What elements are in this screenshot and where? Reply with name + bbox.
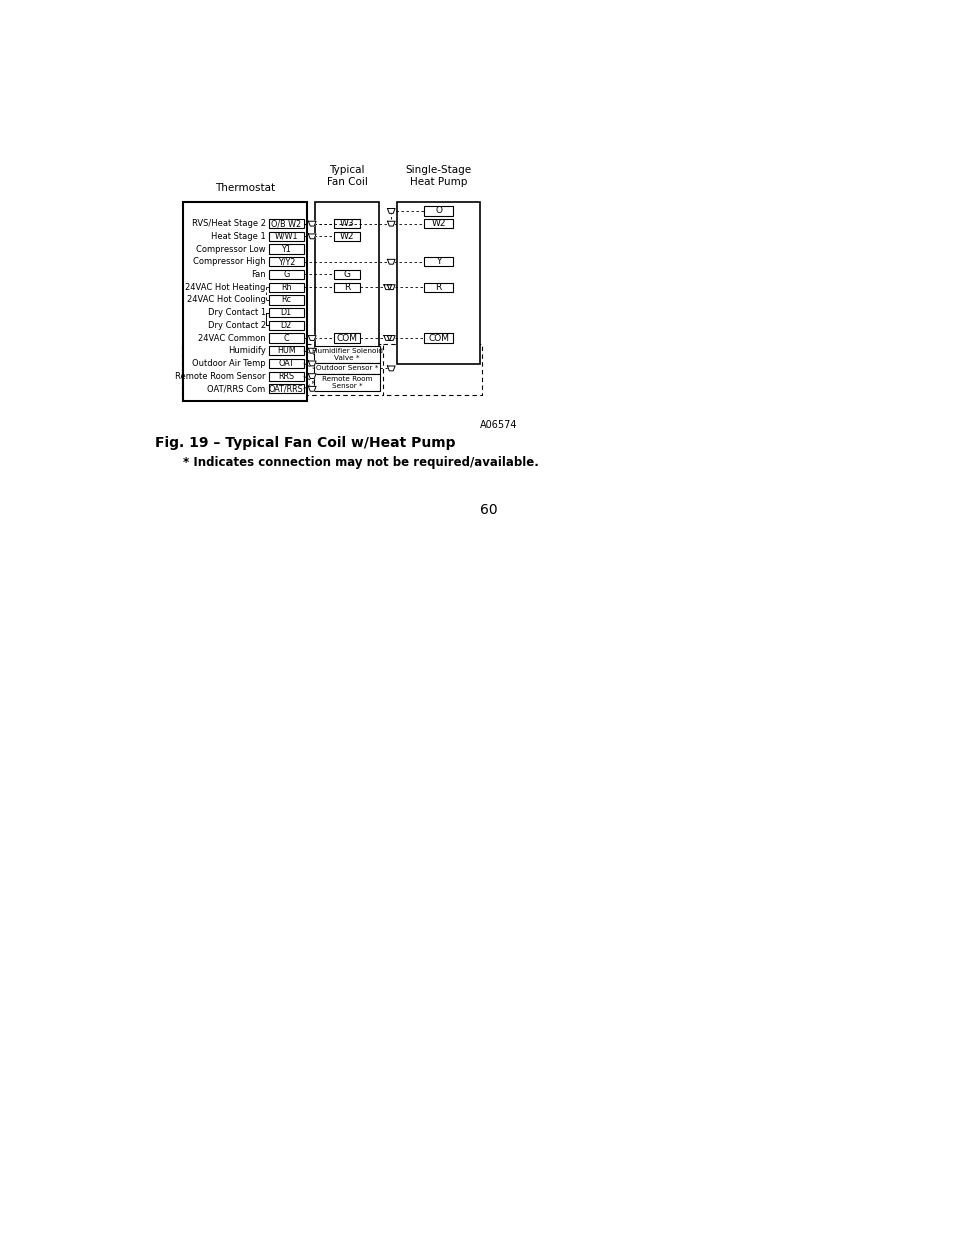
Polygon shape (387, 209, 395, 214)
Polygon shape (387, 259, 395, 264)
Text: Single-Stage
Heat Pump: Single-Stage Heat Pump (405, 165, 471, 186)
Bar (423, 333, 453, 342)
Text: G: G (343, 270, 351, 279)
Text: C: C (283, 333, 289, 342)
Polygon shape (308, 221, 315, 226)
Polygon shape (308, 361, 315, 366)
Text: Fig. 19 – Typical Fan Coil w/Heat Pump: Fig. 19 – Typical Fan Coil w/Heat Pump (154, 436, 455, 450)
Text: Thermostat: Thermostat (214, 183, 274, 193)
Polygon shape (383, 336, 392, 341)
Bar (423, 219, 453, 228)
Text: Y1: Y1 (281, 245, 291, 253)
Text: W3: W3 (339, 219, 355, 228)
Text: R: R (435, 283, 441, 291)
Text: G: G (283, 270, 289, 279)
Text: Compressor High: Compressor High (193, 257, 266, 267)
Bar (334, 219, 360, 228)
Bar (269, 283, 303, 291)
Text: Fan: Fan (251, 270, 266, 279)
Bar (423, 206, 453, 216)
Bar (334, 283, 360, 291)
Bar (269, 308, 303, 317)
Text: W2: W2 (431, 219, 445, 228)
Text: OAT/RRS Com: OAT/RRS Com (207, 384, 266, 393)
Bar (314, 363, 380, 374)
Bar (269, 257, 303, 267)
Bar (334, 333, 360, 342)
Polygon shape (308, 336, 315, 341)
Text: Humidify: Humidify (228, 346, 266, 356)
Text: Dry Contact 1: Dry Contact 1 (208, 308, 266, 317)
Text: RVS/Heat Stage 2: RVS/Heat Stage 2 (192, 219, 266, 228)
Polygon shape (387, 221, 395, 226)
Bar (269, 219, 303, 228)
Text: O/B W2: O/B W2 (271, 219, 301, 228)
Text: Rc: Rc (281, 295, 291, 304)
Bar (314, 346, 380, 363)
Polygon shape (387, 336, 395, 341)
Polygon shape (308, 374, 315, 379)
Bar (269, 359, 303, 368)
Text: OAT: OAT (278, 359, 294, 368)
Bar (269, 245, 303, 253)
Polygon shape (387, 366, 395, 370)
Text: A06574: A06574 (479, 420, 517, 431)
Polygon shape (308, 348, 315, 353)
Text: 24VAC Common: 24VAC Common (198, 333, 266, 342)
Text: 60: 60 (479, 503, 497, 517)
Bar (334, 232, 360, 241)
Bar (269, 270, 303, 279)
Text: Y: Y (436, 257, 441, 267)
Text: R: R (344, 283, 350, 291)
Text: 24VAC Hot Cooling: 24VAC Hot Cooling (187, 295, 266, 304)
Text: W2: W2 (339, 232, 354, 241)
Bar (269, 321, 303, 330)
Text: Typical
Fan Coil: Typical Fan Coil (326, 165, 367, 186)
Bar (315, 203, 378, 352)
Text: RRS: RRS (278, 372, 294, 380)
Bar (269, 232, 303, 241)
Bar (269, 372, 303, 380)
Text: D2: D2 (280, 321, 292, 330)
Bar (396, 203, 480, 364)
Bar (314, 374, 380, 390)
Text: HUM: HUM (276, 346, 295, 356)
Text: Y/Y2: Y/Y2 (277, 257, 294, 267)
Polygon shape (383, 285, 392, 290)
Text: Heat Stage 1: Heat Stage 1 (211, 232, 266, 241)
Bar (269, 333, 303, 342)
Text: W/W1: W/W1 (274, 232, 297, 241)
Text: Dry Contact 2: Dry Contact 2 (208, 321, 266, 330)
Polygon shape (387, 285, 395, 290)
Text: OAT/RRS: OAT/RRS (269, 384, 303, 393)
Bar (269, 295, 303, 305)
Polygon shape (308, 233, 315, 238)
Bar (183, 203, 307, 401)
Text: * Indicates connection may not be required/available.: * Indicates connection may not be requir… (183, 456, 538, 469)
Text: Compressor Low: Compressor Low (196, 245, 266, 253)
Text: Rh: Rh (281, 283, 292, 291)
Text: O: O (435, 206, 441, 215)
Text: 24VAC Hot Heating: 24VAC Hot Heating (185, 283, 266, 291)
Text: COM: COM (428, 333, 449, 342)
Bar (269, 384, 303, 394)
Bar (334, 270, 360, 279)
Text: Remote Room
Sensor *: Remote Room Sensor * (321, 375, 372, 389)
Polygon shape (308, 387, 315, 391)
Text: Outdoor Sensor *: Outdoor Sensor * (315, 366, 378, 372)
Text: D1: D1 (280, 308, 292, 317)
Text: Remote Room Sensor: Remote Room Sensor (175, 372, 266, 380)
Text: COM: COM (336, 333, 357, 342)
Bar (269, 346, 303, 356)
Bar (423, 283, 453, 291)
Text: Humidifier Solenoid
Valve *: Humidifier Solenoid Valve * (312, 348, 382, 361)
Text: Outdoor Air Temp: Outdoor Air Temp (192, 359, 266, 368)
Bar (423, 257, 453, 267)
